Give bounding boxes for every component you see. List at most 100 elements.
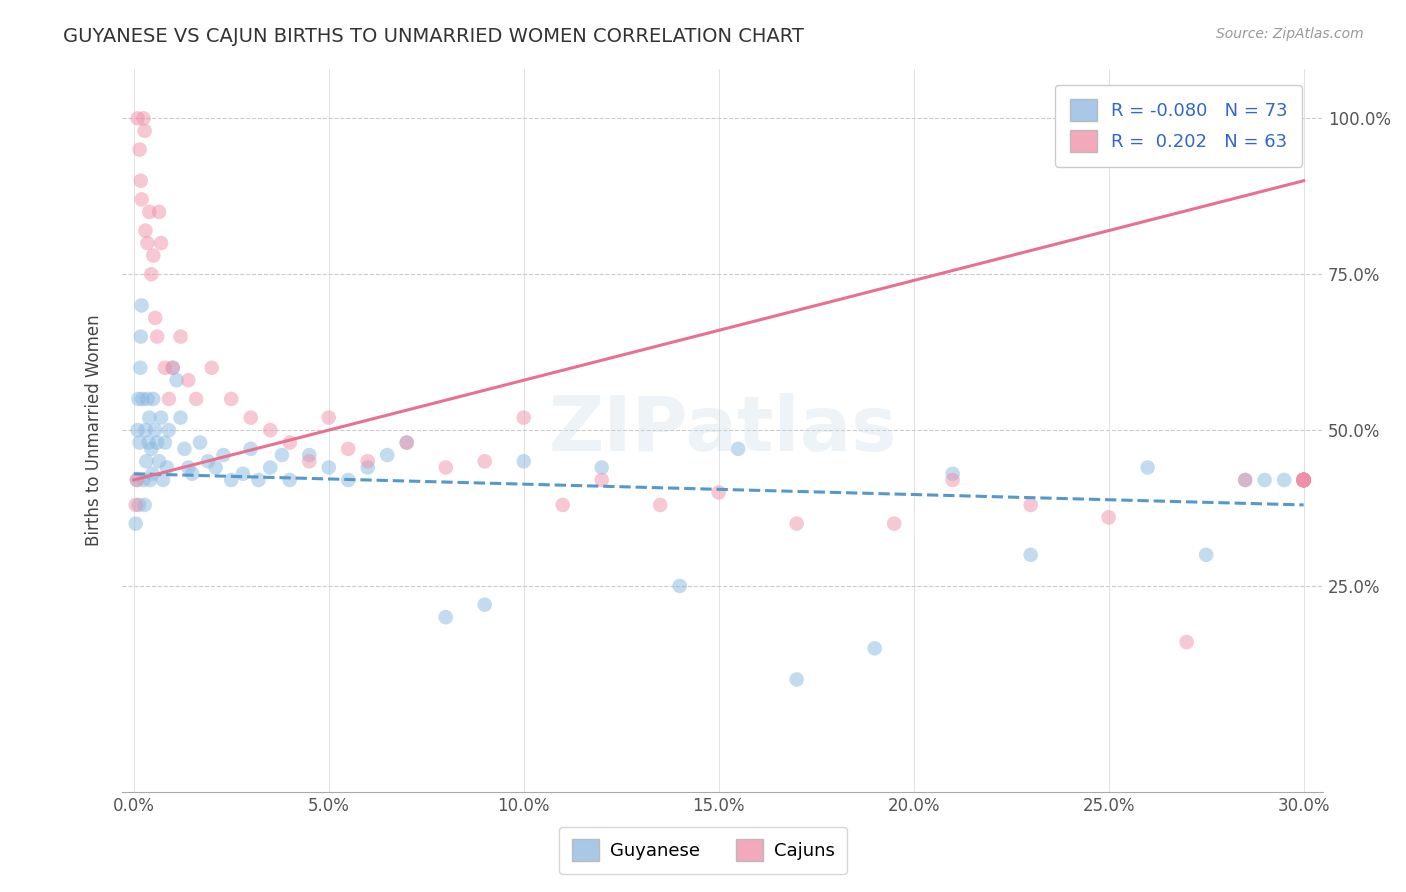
- Point: [181, 467, 204, 481]
- Point: [219, 392, 242, 406]
- Point: [162, 360, 184, 375]
- Point: [357, 454, 380, 468]
- Point: [512, 410, 534, 425]
- Point: [169, 329, 191, 343]
- Point: [1234, 473, 1257, 487]
- Point: [197, 454, 219, 468]
- Point: [1292, 473, 1315, 487]
- Point: [278, 435, 301, 450]
- Point: [668, 579, 690, 593]
- Point: [132, 473, 155, 487]
- Point: [1292, 473, 1315, 487]
- Point: [1292, 473, 1315, 487]
- Point: [318, 460, 340, 475]
- Point: [134, 224, 156, 238]
- Point: [141, 267, 163, 281]
- Point: [434, 460, 457, 475]
- Point: [1292, 473, 1315, 487]
- Point: [942, 473, 965, 487]
- Point: [131, 193, 153, 207]
- Point: [1292, 473, 1315, 487]
- Point: [156, 460, 179, 475]
- Point: [169, 410, 191, 425]
- Point: [128, 143, 150, 157]
- Point: [1292, 473, 1315, 487]
- Point: [1019, 548, 1042, 562]
- Point: [153, 435, 176, 450]
- Point: [141, 442, 163, 456]
- Point: [125, 473, 148, 487]
- Point: [134, 498, 156, 512]
- Point: [357, 460, 380, 475]
- Point: [136, 236, 159, 251]
- Point: [148, 205, 170, 219]
- Point: [1292, 473, 1315, 487]
- Point: [143, 423, 166, 437]
- Point: [1098, 510, 1121, 524]
- Point: [188, 435, 211, 450]
- Point: [395, 435, 418, 450]
- Point: [139, 473, 162, 487]
- Point: [1136, 460, 1159, 475]
- Point: [1272, 473, 1295, 487]
- Text: GUYANESE VS CAJUN BIRTHS TO UNMARRIED WOMEN CORRELATION CHART: GUYANESE VS CAJUN BIRTHS TO UNMARRIED WO…: [63, 27, 804, 45]
- Point: [1253, 473, 1275, 487]
- Point: [239, 442, 262, 456]
- Point: [134, 124, 156, 138]
- Point: [219, 473, 242, 487]
- Point: [142, 392, 165, 406]
- Point: [125, 498, 148, 512]
- Point: [786, 516, 808, 531]
- Point: [129, 174, 152, 188]
- Point: [337, 442, 360, 456]
- Point: [883, 516, 905, 531]
- Point: [150, 236, 173, 251]
- Point: [1019, 498, 1042, 512]
- Point: [259, 460, 281, 475]
- Point: [128, 435, 150, 450]
- Point: [177, 460, 200, 475]
- Point: [1292, 473, 1315, 487]
- Point: [136, 392, 159, 406]
- Point: [395, 435, 418, 450]
- Legend: Guyanese, Cajuns: Guyanese, Cajuns: [560, 827, 846, 874]
- Point: [127, 112, 149, 126]
- Point: [707, 485, 730, 500]
- Point: [131, 298, 153, 312]
- Point: [131, 392, 153, 406]
- Point: [1292, 473, 1315, 487]
- Point: [318, 410, 340, 425]
- Point: [166, 373, 188, 387]
- Point: [148, 454, 170, 468]
- Point: [157, 423, 180, 437]
- Point: [247, 473, 270, 487]
- Point: [1292, 473, 1315, 487]
- Point: [863, 641, 886, 656]
- Point: [474, 598, 496, 612]
- Point: [942, 467, 965, 481]
- Point: [132, 112, 155, 126]
- Point: [1292, 473, 1315, 487]
- Text: ZIPatlas: ZIPatlas: [548, 393, 897, 467]
- Point: [143, 310, 166, 325]
- Point: [375, 448, 398, 462]
- Point: [152, 473, 174, 487]
- Point: [150, 410, 173, 425]
- Point: [128, 498, 150, 512]
- Point: [138, 410, 160, 425]
- Point: [512, 454, 534, 468]
- Point: [1292, 473, 1315, 487]
- Point: [727, 442, 749, 456]
- Point: [239, 410, 262, 425]
- Point: [551, 498, 574, 512]
- Point: [1292, 473, 1315, 487]
- Point: [650, 498, 672, 512]
- Point: [591, 460, 613, 475]
- Point: [173, 442, 195, 456]
- Point: [337, 473, 360, 487]
- Point: [138, 435, 160, 450]
- Point: [129, 360, 152, 375]
- Point: [1292, 473, 1315, 487]
- Legend: R = -0.080   N = 73, R =  0.202   N = 63: R = -0.080 N = 73, R = 0.202 N = 63: [1054, 85, 1302, 167]
- Point: [298, 454, 321, 468]
